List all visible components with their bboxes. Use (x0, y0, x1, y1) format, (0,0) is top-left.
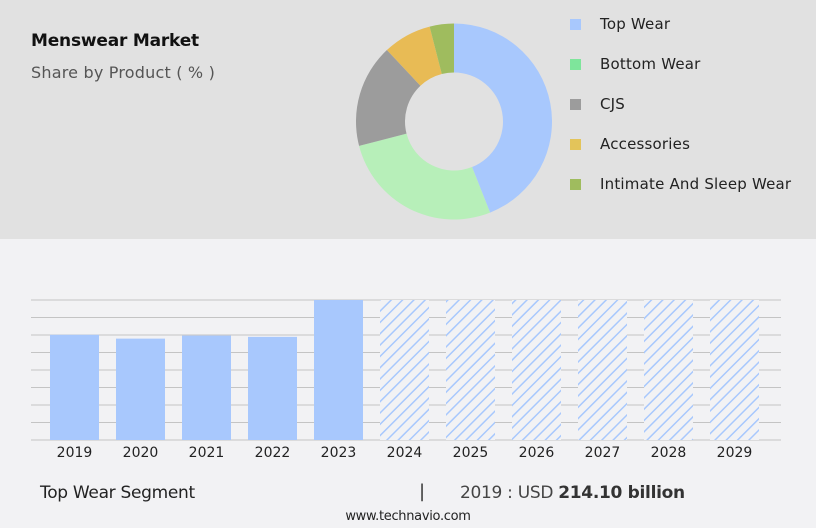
bars (50, 300, 759, 440)
bar-2019[interactable] (50, 334, 99, 440)
source-url[interactable]: www.technavio.com (345, 509, 471, 524)
bar-2028[interactable] (644, 300, 693, 440)
segment-label: Top Wear Segment (40, 483, 195, 503)
segment-value: 2019 : USD 214.10 billion (460, 483, 685, 503)
x-axis-label: 2028 (650, 445, 687, 461)
donut-chart (356, 23, 552, 220)
x-axis-label: 2020 (122, 445, 159, 461)
segment-year: 2019 : USD (460, 483, 554, 503)
bar-2021[interactable] (182, 335, 231, 440)
legend-swatch-icon (570, 99, 581, 110)
donut-slice-cjs[interactable] (356, 50, 421, 146)
donut-slice-bottom-wear[interactable] (359, 133, 491, 220)
legend-swatch-icon (570, 19, 581, 30)
legend-swatch-icon (570, 59, 581, 70)
bar-2024[interactable] (380, 300, 429, 440)
legend-label: Bottom Wear (600, 55, 701, 73)
bar-2023[interactable] (314, 300, 363, 440)
legend-label: Accessories (600, 135, 691, 153)
bar-2020[interactable] (116, 338, 165, 440)
legend-swatch-icon (570, 179, 581, 190)
x-axis-label: 2026 (518, 445, 555, 461)
x-axis-label: 2027 (584, 445, 621, 461)
x-axis-label: 2023 (320, 445, 357, 461)
x-axis-label: 2022 (254, 445, 291, 461)
legend-swatch-icon (570, 139, 581, 150)
legend-label: Intimate And Sleep Wear (600, 175, 792, 193)
x-axis-label: 2024 (386, 445, 423, 461)
bar-2027[interactable] (578, 300, 627, 440)
x-axis-label: 2029 (716, 445, 753, 461)
donut-slice-accessories[interactable] (386, 26, 442, 86)
segment-amount: 214.10 billion (558, 483, 685, 503)
chart-title: Menswear Market (31, 31, 199, 51)
bar-2025[interactable] (446, 300, 495, 440)
donut-slice-top-wear[interactable] (454, 23, 552, 213)
x-axis-label: 2025 (452, 445, 489, 461)
bar-2026[interactable] (512, 300, 561, 440)
legend-label: CJS (600, 95, 626, 113)
x-axis-label: 2019 (56, 445, 93, 461)
chart-subtitle: Share by Product ( % ) (31, 63, 216, 82)
bar-2022[interactable] (248, 336, 297, 440)
legend-label: Top Wear (600, 15, 671, 33)
donut-slice-intimate-and-sleep-wear[interactable] (429, 23, 454, 75)
x-axis-label: 2021 (188, 445, 225, 461)
bar-2029[interactable] (710, 300, 759, 440)
footer-separator: | (419, 481, 426, 502)
